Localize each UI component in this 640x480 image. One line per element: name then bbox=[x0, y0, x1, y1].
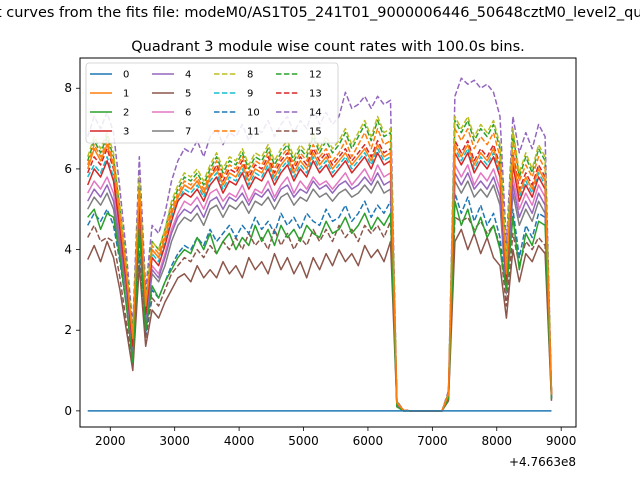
legend-label-10: 10 bbox=[247, 108, 260, 119]
x-axis-offset-label: +4.7663e8 bbox=[509, 455, 576, 469]
series-line-6 bbox=[87, 164, 553, 412]
legend-label-7: 7 bbox=[185, 127, 191, 138]
legend-label-1: 1 bbox=[123, 89, 129, 100]
legend-label-15: 15 bbox=[309, 127, 322, 138]
x-tick-label: 5000 bbox=[288, 434, 319, 448]
legend-label-9: 9 bbox=[247, 89, 253, 100]
plot-frame bbox=[79, 57, 577, 428]
chart-title: Quadrant 3 module wise count rates with … bbox=[131, 39, 525, 55]
series-line-8 bbox=[86, 115, 553, 412]
x-tick-label: 6000 bbox=[353, 434, 384, 448]
series-line-3 bbox=[87, 152, 553, 412]
legend-label-6: 6 bbox=[185, 108, 191, 119]
x-tick-label: 8000 bbox=[481, 434, 512, 448]
legend-label-8: 8 bbox=[247, 70, 253, 81]
legend-label-11: 11 bbox=[247, 127, 260, 138]
y-axis: 0 2 4 6 8 bbox=[64, 81, 80, 418]
figure-suptitle: Plotting Light curves from the fits file… bbox=[0, 5, 640, 21]
series-line-10 bbox=[87, 192, 553, 412]
legend-label-2: 2 bbox=[123, 108, 129, 119]
y-tick-label: 2 bbox=[64, 323, 72, 337]
x-tick-label: 4000 bbox=[224, 434, 255, 448]
legend-label-12: 12 bbox=[309, 70, 322, 81]
series-line-12 bbox=[86, 119, 553, 412]
series-line-4 bbox=[87, 172, 553, 412]
x-tick-label: 7000 bbox=[417, 434, 448, 448]
y-tick-label: 8 bbox=[64, 81, 72, 95]
series-line-7 bbox=[87, 180, 553, 412]
series-line-15 bbox=[87, 216, 553, 412]
y-tick-label: 0 bbox=[64, 404, 72, 418]
x-tick-label: 3000 bbox=[159, 434, 190, 448]
legend-label-4: 4 bbox=[185, 70, 191, 81]
legend-label-13: 13 bbox=[309, 89, 322, 100]
legend-label-14: 14 bbox=[309, 108, 322, 119]
x-axis: 2000 3000 4000 5000 6000 7000 8000 9000 bbox=[95, 427, 576, 448]
series-line-2 bbox=[87, 200, 553, 412]
series-line-13 bbox=[87, 139, 553, 412]
plot-lines bbox=[86, 77, 553, 412]
x-tick-label: 9000 bbox=[546, 434, 577, 448]
legend-label-3: 3 bbox=[123, 127, 129, 138]
legend-label-0: 0 bbox=[123, 70, 129, 81]
y-tick-label: 6 bbox=[64, 162, 72, 176]
legend-frame bbox=[85, 62, 339, 144]
legend-label-5: 5 bbox=[185, 89, 191, 100]
x-tick-label: 2000 bbox=[95, 434, 126, 448]
y-tick-label: 4 bbox=[64, 243, 72, 257]
series-line-11 bbox=[86, 127, 553, 412]
series-line-1 bbox=[86, 143, 553, 412]
series-line-9 bbox=[87, 147, 553, 412]
